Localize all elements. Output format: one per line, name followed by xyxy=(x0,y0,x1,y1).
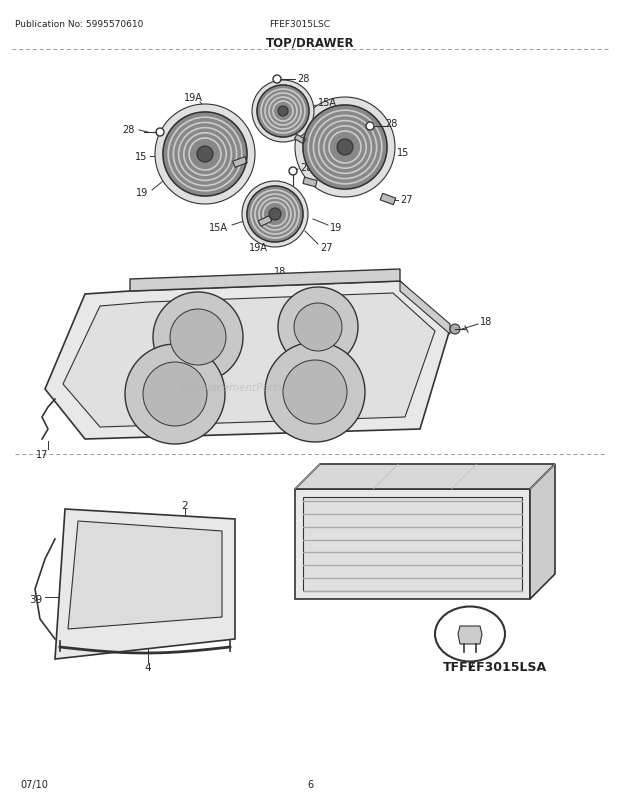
Polygon shape xyxy=(55,509,235,659)
Text: 28: 28 xyxy=(385,119,397,129)
Circle shape xyxy=(252,81,314,143)
Text: 39: 39 xyxy=(29,594,42,604)
Circle shape xyxy=(143,363,207,427)
Circle shape xyxy=(303,106,387,190)
Polygon shape xyxy=(380,194,396,205)
Circle shape xyxy=(269,209,281,221)
Text: TFFEF3015LSA: TFFEF3015LSA xyxy=(443,661,547,674)
Text: 16: 16 xyxy=(375,280,388,290)
Circle shape xyxy=(283,361,347,424)
Circle shape xyxy=(155,105,255,205)
Text: 19A: 19A xyxy=(249,243,267,253)
Circle shape xyxy=(265,342,365,443)
Text: 7: 7 xyxy=(467,661,473,671)
Text: 15: 15 xyxy=(397,148,409,158)
Circle shape xyxy=(197,147,213,163)
Text: 07/10: 07/10 xyxy=(20,779,48,789)
Circle shape xyxy=(295,98,395,198)
Polygon shape xyxy=(294,136,306,144)
Text: Publication No: 5995570610: Publication No: 5995570610 xyxy=(15,20,143,29)
Polygon shape xyxy=(295,464,555,489)
Circle shape xyxy=(163,113,247,196)
Text: 4: 4 xyxy=(144,662,151,672)
Circle shape xyxy=(337,140,353,156)
Text: 19A: 19A xyxy=(184,93,203,103)
Text: 15A: 15A xyxy=(209,223,228,233)
Polygon shape xyxy=(130,269,400,292)
Text: 18: 18 xyxy=(274,267,286,277)
Polygon shape xyxy=(303,178,317,188)
Circle shape xyxy=(289,168,297,176)
Text: 17: 17 xyxy=(36,449,48,460)
Ellipse shape xyxy=(435,607,505,662)
Polygon shape xyxy=(259,217,272,227)
Text: TOP/DRAWER: TOP/DRAWER xyxy=(266,36,354,49)
Circle shape xyxy=(278,107,288,117)
Polygon shape xyxy=(63,294,435,427)
Circle shape xyxy=(450,325,460,334)
Polygon shape xyxy=(68,521,222,630)
Circle shape xyxy=(156,129,164,137)
Text: 27: 27 xyxy=(328,172,340,182)
Polygon shape xyxy=(400,282,450,334)
Text: 27: 27 xyxy=(323,113,335,123)
Text: 28: 28 xyxy=(123,125,135,135)
Text: 6: 6 xyxy=(307,779,313,789)
Circle shape xyxy=(277,107,288,117)
Circle shape xyxy=(257,86,309,138)
Polygon shape xyxy=(232,157,247,168)
Polygon shape xyxy=(303,497,522,591)
Circle shape xyxy=(336,139,354,157)
Polygon shape xyxy=(295,489,530,599)
Circle shape xyxy=(294,304,342,351)
Text: 28: 28 xyxy=(297,74,309,84)
Text: 27: 27 xyxy=(210,170,222,180)
Text: FFEF3015LSC: FFEF3015LSC xyxy=(270,20,330,29)
Text: 27: 27 xyxy=(320,243,332,253)
Text: 19: 19 xyxy=(330,223,342,233)
Polygon shape xyxy=(530,464,555,599)
Circle shape xyxy=(278,288,358,367)
Text: 15: 15 xyxy=(135,152,147,162)
Circle shape xyxy=(242,182,308,248)
Circle shape xyxy=(125,345,225,444)
Circle shape xyxy=(269,209,281,221)
Text: 27: 27 xyxy=(400,195,412,205)
Polygon shape xyxy=(45,282,450,439)
Polygon shape xyxy=(458,626,482,644)
Text: 28: 28 xyxy=(300,163,312,172)
Circle shape xyxy=(170,310,226,366)
Text: 19: 19 xyxy=(136,188,148,198)
Text: 1: 1 xyxy=(548,475,555,484)
Text: eReplacementParts.com: eReplacementParts.com xyxy=(182,383,309,392)
Text: 18: 18 xyxy=(480,317,492,326)
Circle shape xyxy=(247,187,303,243)
Circle shape xyxy=(153,293,243,383)
Circle shape xyxy=(196,146,214,164)
Circle shape xyxy=(273,76,281,84)
Text: 2: 2 xyxy=(182,500,188,510)
Circle shape xyxy=(366,123,374,131)
Text: 15A: 15A xyxy=(318,98,337,107)
